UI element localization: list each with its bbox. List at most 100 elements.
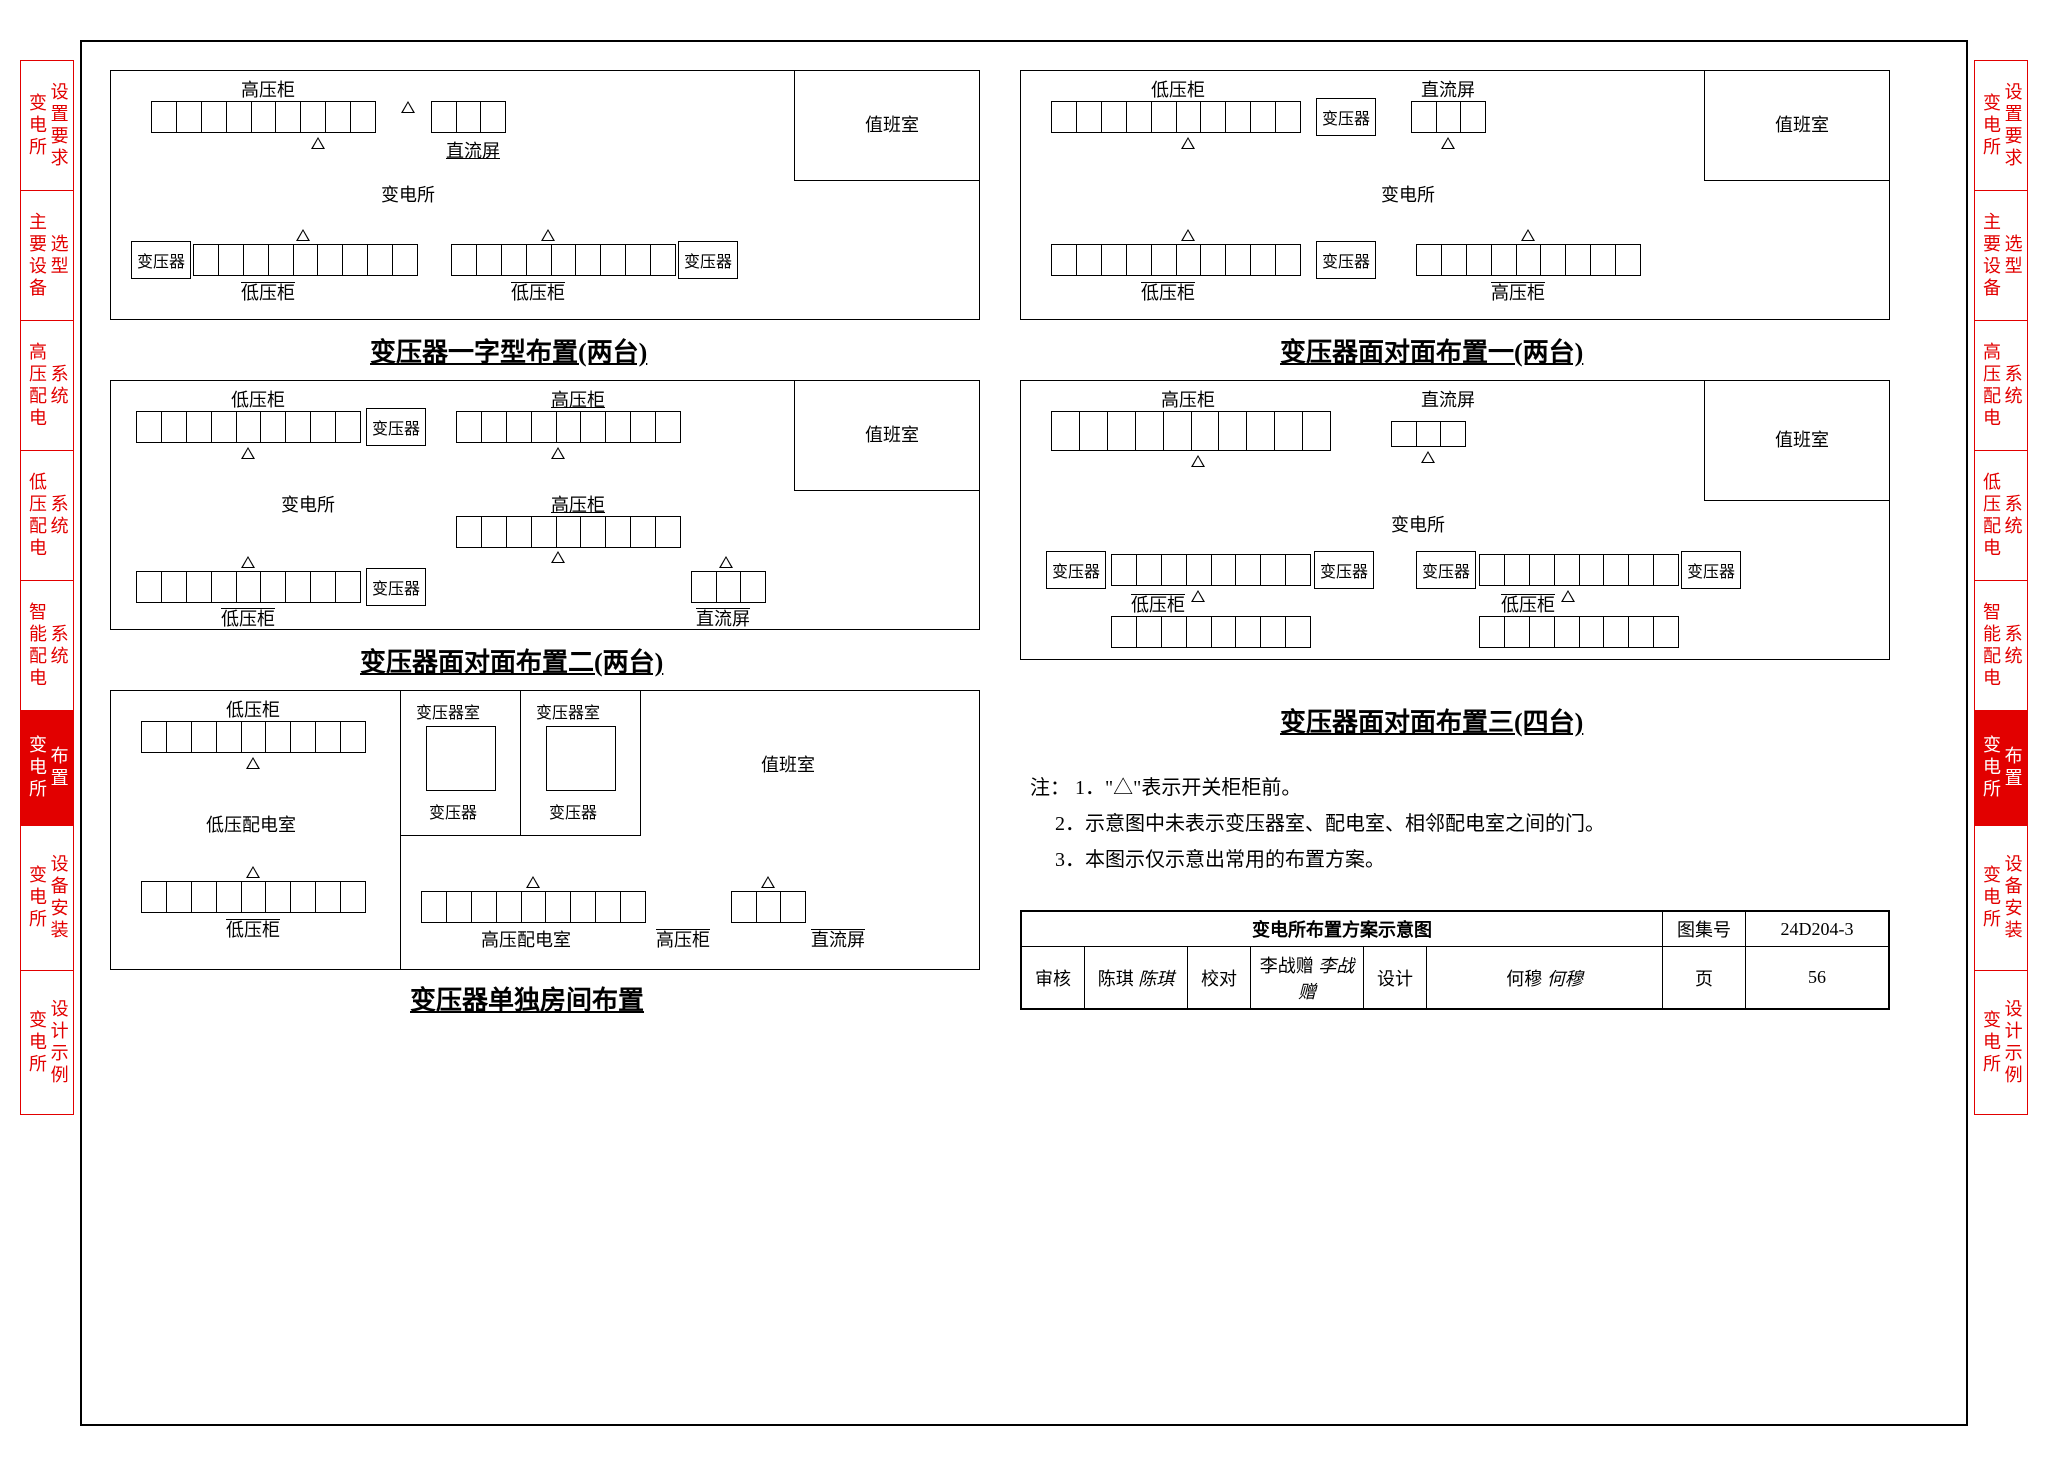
xfmr-box: 变压器 xyxy=(131,241,191,279)
label-xfmr-room: 变压器室 xyxy=(416,699,480,723)
tab-6[interactable]: 变电所设备安装 xyxy=(1974,825,2028,970)
triangle-icon xyxy=(526,876,540,888)
hv-rack xyxy=(1051,411,1331,451)
tab-7[interactable]: 变电所设计示例 xyxy=(1974,970,2028,1115)
xfmr-label: 变压器 xyxy=(1322,105,1370,129)
xfmr-label: 变压器 xyxy=(372,415,420,439)
content-area: 高压柜 直流屏 值班室 变电所 变压器 低压柜 低压柜 变压器 变压器一字型布置… xyxy=(100,60,1948,1406)
triangle-icon xyxy=(1561,590,1575,602)
tab-3[interactable]: 低压配电系统 xyxy=(20,450,74,580)
label-duty: 值班室 xyxy=(1775,426,1829,452)
triangle-icon xyxy=(311,137,325,149)
lv-rack xyxy=(136,411,361,443)
lv-rack xyxy=(1111,616,1311,648)
lv-rack xyxy=(193,244,418,276)
triangle-icon xyxy=(719,556,733,568)
triangle-icon xyxy=(1421,451,1435,463)
tab-4[interactable]: 智能配电系统 xyxy=(1974,580,2028,710)
panel-3: 低压柜 变压器 高压柜 值班室 变电所 高压柜 低压柜 变压器 直流屏 xyxy=(110,380,980,630)
xfmr-label: 变压器 xyxy=(137,248,185,272)
notes-prefix: 注： xyxy=(1030,777,1070,799)
label-lv: 低压柜 xyxy=(1131,591,1185,617)
xfmr-label: 变压器 xyxy=(1320,558,1368,582)
note-2: 2．示意图中未表示变压器室、配电室、相邻配电室之间的门。 xyxy=(1055,813,1605,835)
xfmr-box xyxy=(426,726,496,791)
page-no: 56 xyxy=(1746,947,1889,1009)
page-label: 页 xyxy=(1663,947,1746,1009)
label-dc: 直流屏 xyxy=(1421,386,1475,412)
note-3: 3．本图示仅示意出常用的布置方案。 xyxy=(1055,849,1385,871)
triangle-icon xyxy=(551,551,565,563)
lv-rack xyxy=(1051,101,1301,133)
label-sub: 变电所 xyxy=(1381,181,1435,207)
page: 变电所设置要求主要设备选型高压配电系统低压配电系统智能配电系统变电所布置变电所设… xyxy=(0,0,2048,1466)
review-name: 陈琪 陈琪 xyxy=(1085,947,1188,1009)
label-lv: 低压柜 xyxy=(1501,591,1555,617)
tab-0[interactable]: 变电所设置要求 xyxy=(20,60,74,190)
dc-rack xyxy=(1411,101,1486,133)
tab-5[interactable]: 变电所布置 xyxy=(20,710,74,825)
label-lv: 低压柜 xyxy=(1151,76,1205,102)
label-hv: 高压柜 xyxy=(1161,386,1215,412)
triangle-icon xyxy=(541,229,555,241)
design-name: 何穆 何穆 xyxy=(1427,947,1663,1009)
lv-rack xyxy=(141,721,366,753)
tab-3[interactable]: 低压配电系统 xyxy=(1974,450,2028,580)
tab-1[interactable]: 主要设备选型 xyxy=(1974,190,2028,320)
atlas-label: 图集号 xyxy=(1663,912,1746,947)
hv-rack xyxy=(151,101,376,133)
triangle-icon xyxy=(1181,137,1195,149)
dc-rack xyxy=(691,571,766,603)
panel-1-caption: 变压器一字型布置(两台) xyxy=(370,332,647,369)
triangle-icon xyxy=(401,101,415,113)
triangle-icon xyxy=(246,866,260,878)
hv-rack xyxy=(456,411,681,443)
xfmr-box: 变压器 xyxy=(1416,551,1476,589)
label-lv: 低压柜 xyxy=(221,605,275,631)
xfmr-box: 变压器 xyxy=(1314,551,1374,589)
xfmr-label: 变压器 xyxy=(1422,558,1470,582)
xfmr-label: 变压器 xyxy=(684,248,732,272)
lv-rack xyxy=(141,881,366,913)
triangle-icon xyxy=(1181,229,1195,241)
xfmr-box: 变压器 xyxy=(366,568,426,606)
tab-2[interactable]: 高压配电系统 xyxy=(1974,320,2028,450)
tab-1[interactable]: 主要设备选型 xyxy=(20,190,74,320)
check-label: 校对 xyxy=(1188,947,1251,1009)
label-lvroom: 低压配电室 xyxy=(206,811,296,837)
hv-rack xyxy=(421,891,646,923)
label-duty: 值班室 xyxy=(1775,111,1829,137)
label-hvroom: 高压配电室 xyxy=(481,926,571,952)
note-1: 1．"△"表示开关柜柜前。 xyxy=(1075,777,1301,799)
triangle-icon xyxy=(1191,590,1205,602)
lv-rack xyxy=(1051,244,1301,276)
lv-rack xyxy=(1479,554,1679,586)
label-duty: 值班室 xyxy=(865,421,919,447)
label-sub: 变电所 xyxy=(381,181,435,207)
panel-2: 低压柜 变压器 直流屏 值班室 变电所 低压柜 变压器 高压柜 xyxy=(1020,70,1890,320)
tab-0[interactable]: 变电所设置要求 xyxy=(1974,60,2028,190)
panel-1: 高压柜 直流屏 值班室 变电所 变压器 低压柜 低压柜 变压器 xyxy=(110,70,980,320)
tab-4[interactable]: 智能配电系统 xyxy=(20,580,74,710)
design-label: 设计 xyxy=(1364,947,1427,1009)
panel-4: 高压柜 直流屏 值班室 变电所 变压器 变压器 变压器 变压器 低压柜 低压柜 xyxy=(1020,380,1890,660)
xfmr-box xyxy=(546,726,616,791)
xfmr-label: 变压器 xyxy=(1052,558,1100,582)
label-lv: 低压柜 xyxy=(226,916,280,942)
label-xfmr: 变压器 xyxy=(429,799,477,823)
xfmr-box: 变压器 xyxy=(1681,551,1741,589)
review-label: 审核 xyxy=(1022,947,1085,1009)
label-sub: 变电所 xyxy=(1391,511,1445,537)
tab-5[interactable]: 变电所布置 xyxy=(1974,710,2028,825)
tab-6[interactable]: 变电所设备安装 xyxy=(20,825,74,970)
tab-7[interactable]: 变电所设计示例 xyxy=(20,970,74,1115)
tab-2[interactable]: 高压配电系统 xyxy=(20,320,74,450)
right-tabs: 变电所设置要求主要设备选型高压配电系统低压配电系统智能配电系统变电所布置变电所设… xyxy=(1974,60,2028,1115)
triangle-icon xyxy=(761,876,775,888)
dc-rack xyxy=(731,891,806,923)
xfmr-label: 变压器 xyxy=(1322,248,1370,272)
label-hv: 高压柜 xyxy=(551,386,605,412)
xfmr-box: 变压器 xyxy=(1046,551,1106,589)
label-duty: 值班室 xyxy=(865,111,919,137)
label-lv: 低压柜 xyxy=(1141,279,1195,305)
